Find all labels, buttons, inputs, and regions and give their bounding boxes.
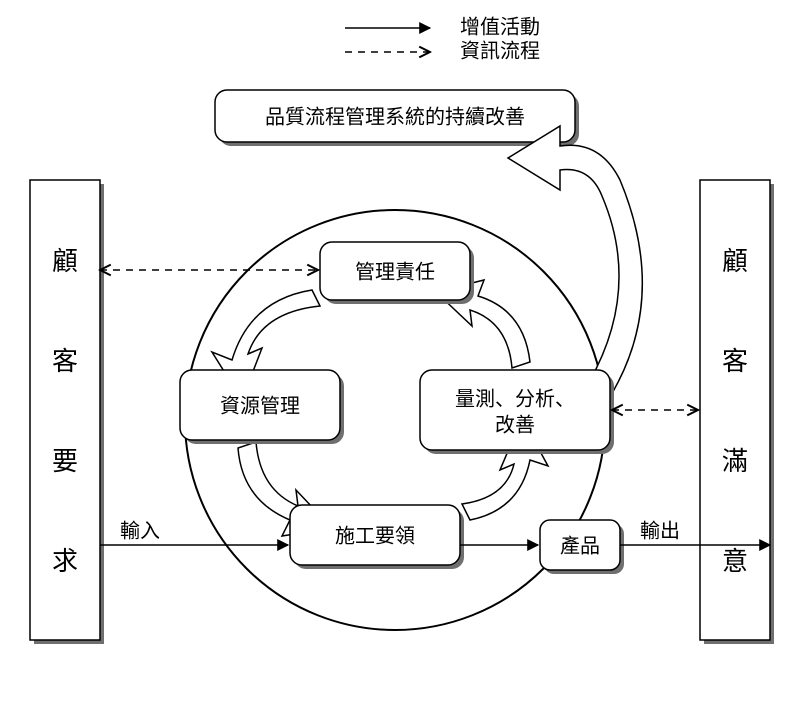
left-pillar-char-0: 顧 — [52, 246, 78, 276]
node-management: 管理責任 — [320, 242, 474, 304]
left-pillar-char-1: 客 — [52, 346, 78, 376]
left-pillar: 顧 客 要 求 — [30, 180, 104, 644]
top-box: 品質流程管理系統的持續改善 — [215, 90, 579, 146]
top-box-label: 品質流程管理系統的持續改善 — [265, 105, 525, 128]
right-pillar-char-3: 意 — [722, 546, 748, 576]
right-pillar-char-0: 顧 — [722, 246, 748, 276]
legend-solid-label: 增值活動 — [460, 15, 540, 38]
node-measure-label-2: 改善 — [495, 413, 535, 436]
node-management-label: 管理責任 — [355, 260, 435, 283]
node-measure-label-1: 量測、分析、 — [455, 387, 575, 410]
node-construct: 施工要領 — [290, 505, 464, 569]
node-construct-label: 施工要領 — [335, 524, 415, 547]
node-product: 產品 — [540, 520, 624, 574]
legend-dashed-label: 資訊流程 — [460, 39, 540, 62]
legend: 增值活動 資訊流程 — [345, 15, 540, 62]
left-pillar-char-2: 要 — [52, 446, 78, 476]
left-pillar-char-3: 求 — [52, 546, 78, 576]
right-pillar-char-2: 滿 — [722, 446, 748, 476]
right-pillar-char-1: 客 — [722, 346, 748, 376]
node-product-label: 產品 — [560, 534, 600, 557]
label-output: 輸出 — [640, 519, 680, 542]
label-input: 輸入 — [120, 519, 160, 542]
right-pillar: 顧 客 滿 意 — [700, 180, 774, 644]
node-resource: 資源管理 — [180, 370, 344, 444]
node-resource-label: 資源管理 — [220, 394, 300, 417]
node-measure: 量測、分析、 改善 — [420, 370, 614, 454]
